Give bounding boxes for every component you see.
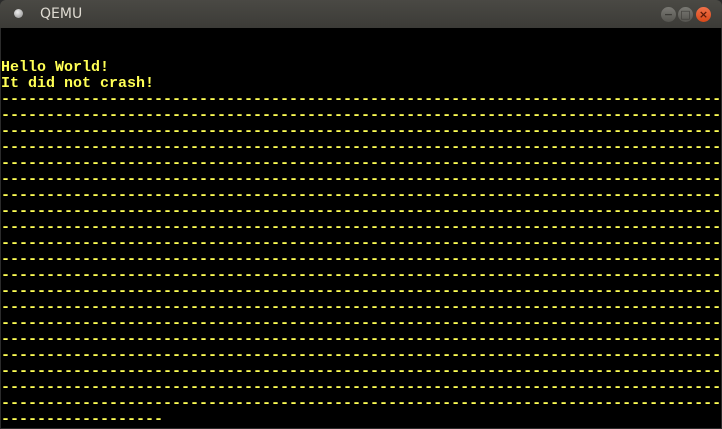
screen-lines: Hello World! It did not crash! -----------… <box>1 28 721 428</box>
screen-line: ----------------------------------------… <box>1 395 722 412</box>
app-icon <box>14 9 23 18</box>
screen-line: It did not crash! <box>1 75 155 92</box>
screen-line: ----------------------------------------… <box>1 283 722 300</box>
screen-line: ----------------------------------------… <box>1 107 722 124</box>
screen-line: ----------------------------------------… <box>1 267 722 284</box>
screen-line <box>1 28 721 44</box>
window-title: QEMU <box>40 6 83 22</box>
screen-line: Hello World! <box>1 59 110 76</box>
screen-line: ----------------------------------------… <box>1 171 722 188</box>
screen-line: ----------------------------------------… <box>1 347 722 364</box>
title-bar[interactable]: QEMU − □ × <box>0 0 722 28</box>
x-icon: × <box>698 8 709 21</box>
screen-line: ----------------------------------------… <box>1 155 722 172</box>
screen-line: ----------------------------------------… <box>1 187 722 204</box>
minus-icon: − <box>663 8 674 21</box>
screen-line: ----------------------------------------… <box>1 219 722 236</box>
screen-line: ----------------------------------------… <box>1 379 722 396</box>
screen-line: ------------------ <box>1 411 164 428</box>
screen-line: ----------------------------------------… <box>1 315 722 332</box>
screen-line: ----------------------------------------… <box>1 251 722 268</box>
screen-line: ----------------------------------------… <box>1 299 722 316</box>
close-button[interactable]: × <box>696 7 711 22</box>
square-icon: □ <box>680 8 691 21</box>
screen-line: ----------------------------------------… <box>1 91 722 108</box>
screen-line <box>1 44 721 60</box>
minimize-button[interactable]: − <box>661 7 676 22</box>
screen-line: ----------------------------------------… <box>1 123 722 140</box>
screen-line: ----------------------------------------… <box>1 203 722 220</box>
screen-line: ----------------------------------------… <box>1 235 722 252</box>
vga-text-screen[interactable]: Hello World! It did not crash! -----------… <box>1 28 721 428</box>
screen-line: ----------------------------------------… <box>1 331 722 348</box>
screen-line: ----------------------------------------… <box>1 363 722 380</box>
screen-line: ----------------------------------------… <box>1 139 722 156</box>
maximize-button[interactable]: □ <box>678 7 693 22</box>
